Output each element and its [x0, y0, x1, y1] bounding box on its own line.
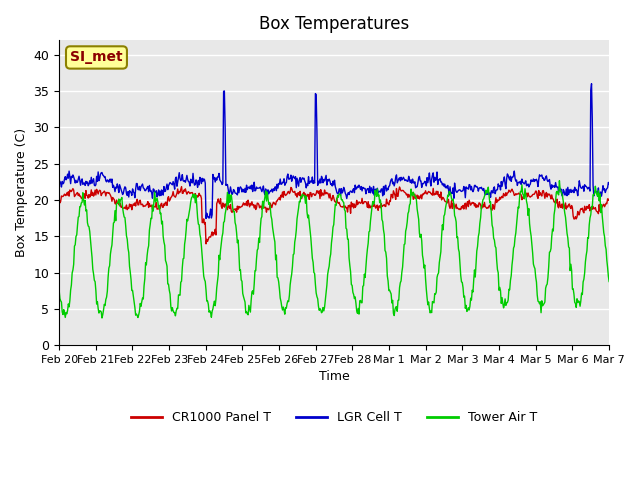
X-axis label: Time: Time — [319, 371, 349, 384]
Tower Air T — [207, 314, 215, 320]
LGR Cell T — [588, 81, 595, 86]
LGR Cell T — [418, 184, 426, 190]
CR1000 Panel T — [605, 196, 613, 202]
LGR Cell T — [122, 185, 129, 191]
CR1000 Panel T — [419, 191, 426, 197]
LGR Cell T — [178, 176, 186, 182]
LGR Cell T — [207, 215, 215, 221]
Tower Air T — [179, 265, 186, 271]
Tower Air T — [418, 238, 426, 244]
LGR Cell T — [55, 180, 63, 186]
Tower Air T — [98, 315, 106, 321]
LGR Cell T — [65, 168, 73, 174]
CR1000 Panel T — [179, 191, 186, 196]
Legend: CR1000 Panel T, LGR Cell T, Tower Air T: CR1000 Panel T, LGR Cell T, Tower Air T — [126, 407, 543, 430]
Line: LGR Cell T: LGR Cell T — [59, 84, 609, 218]
CR1000 Panel T — [178, 184, 186, 190]
Tower Air T — [65, 304, 73, 310]
Tower Air T — [123, 233, 131, 239]
Text: SI_met: SI_met — [70, 50, 123, 64]
Title: Box Temperatures: Box Temperatures — [259, 15, 409, 33]
Y-axis label: Box Temperature (C): Box Temperature (C) — [15, 128, 28, 257]
Line: Tower Air T: Tower Air T — [59, 180, 609, 318]
CR1000 Panel T — [122, 206, 129, 212]
CR1000 Panel T — [208, 229, 216, 235]
Tower Air T — [55, 288, 63, 293]
Tower Air T — [605, 278, 613, 284]
LGR Cell T — [202, 216, 210, 221]
LGR Cell T — [402, 177, 410, 183]
CR1000 Panel T — [55, 196, 63, 202]
Tower Air T — [402, 228, 410, 234]
CR1000 Panel T — [202, 241, 210, 247]
CR1000 Panel T — [403, 192, 410, 198]
CR1000 Panel T — [65, 193, 73, 199]
Line: CR1000 Panel T: CR1000 Panel T — [59, 187, 609, 244]
LGR Cell T — [605, 181, 613, 187]
Tower Air T — [556, 178, 563, 183]
